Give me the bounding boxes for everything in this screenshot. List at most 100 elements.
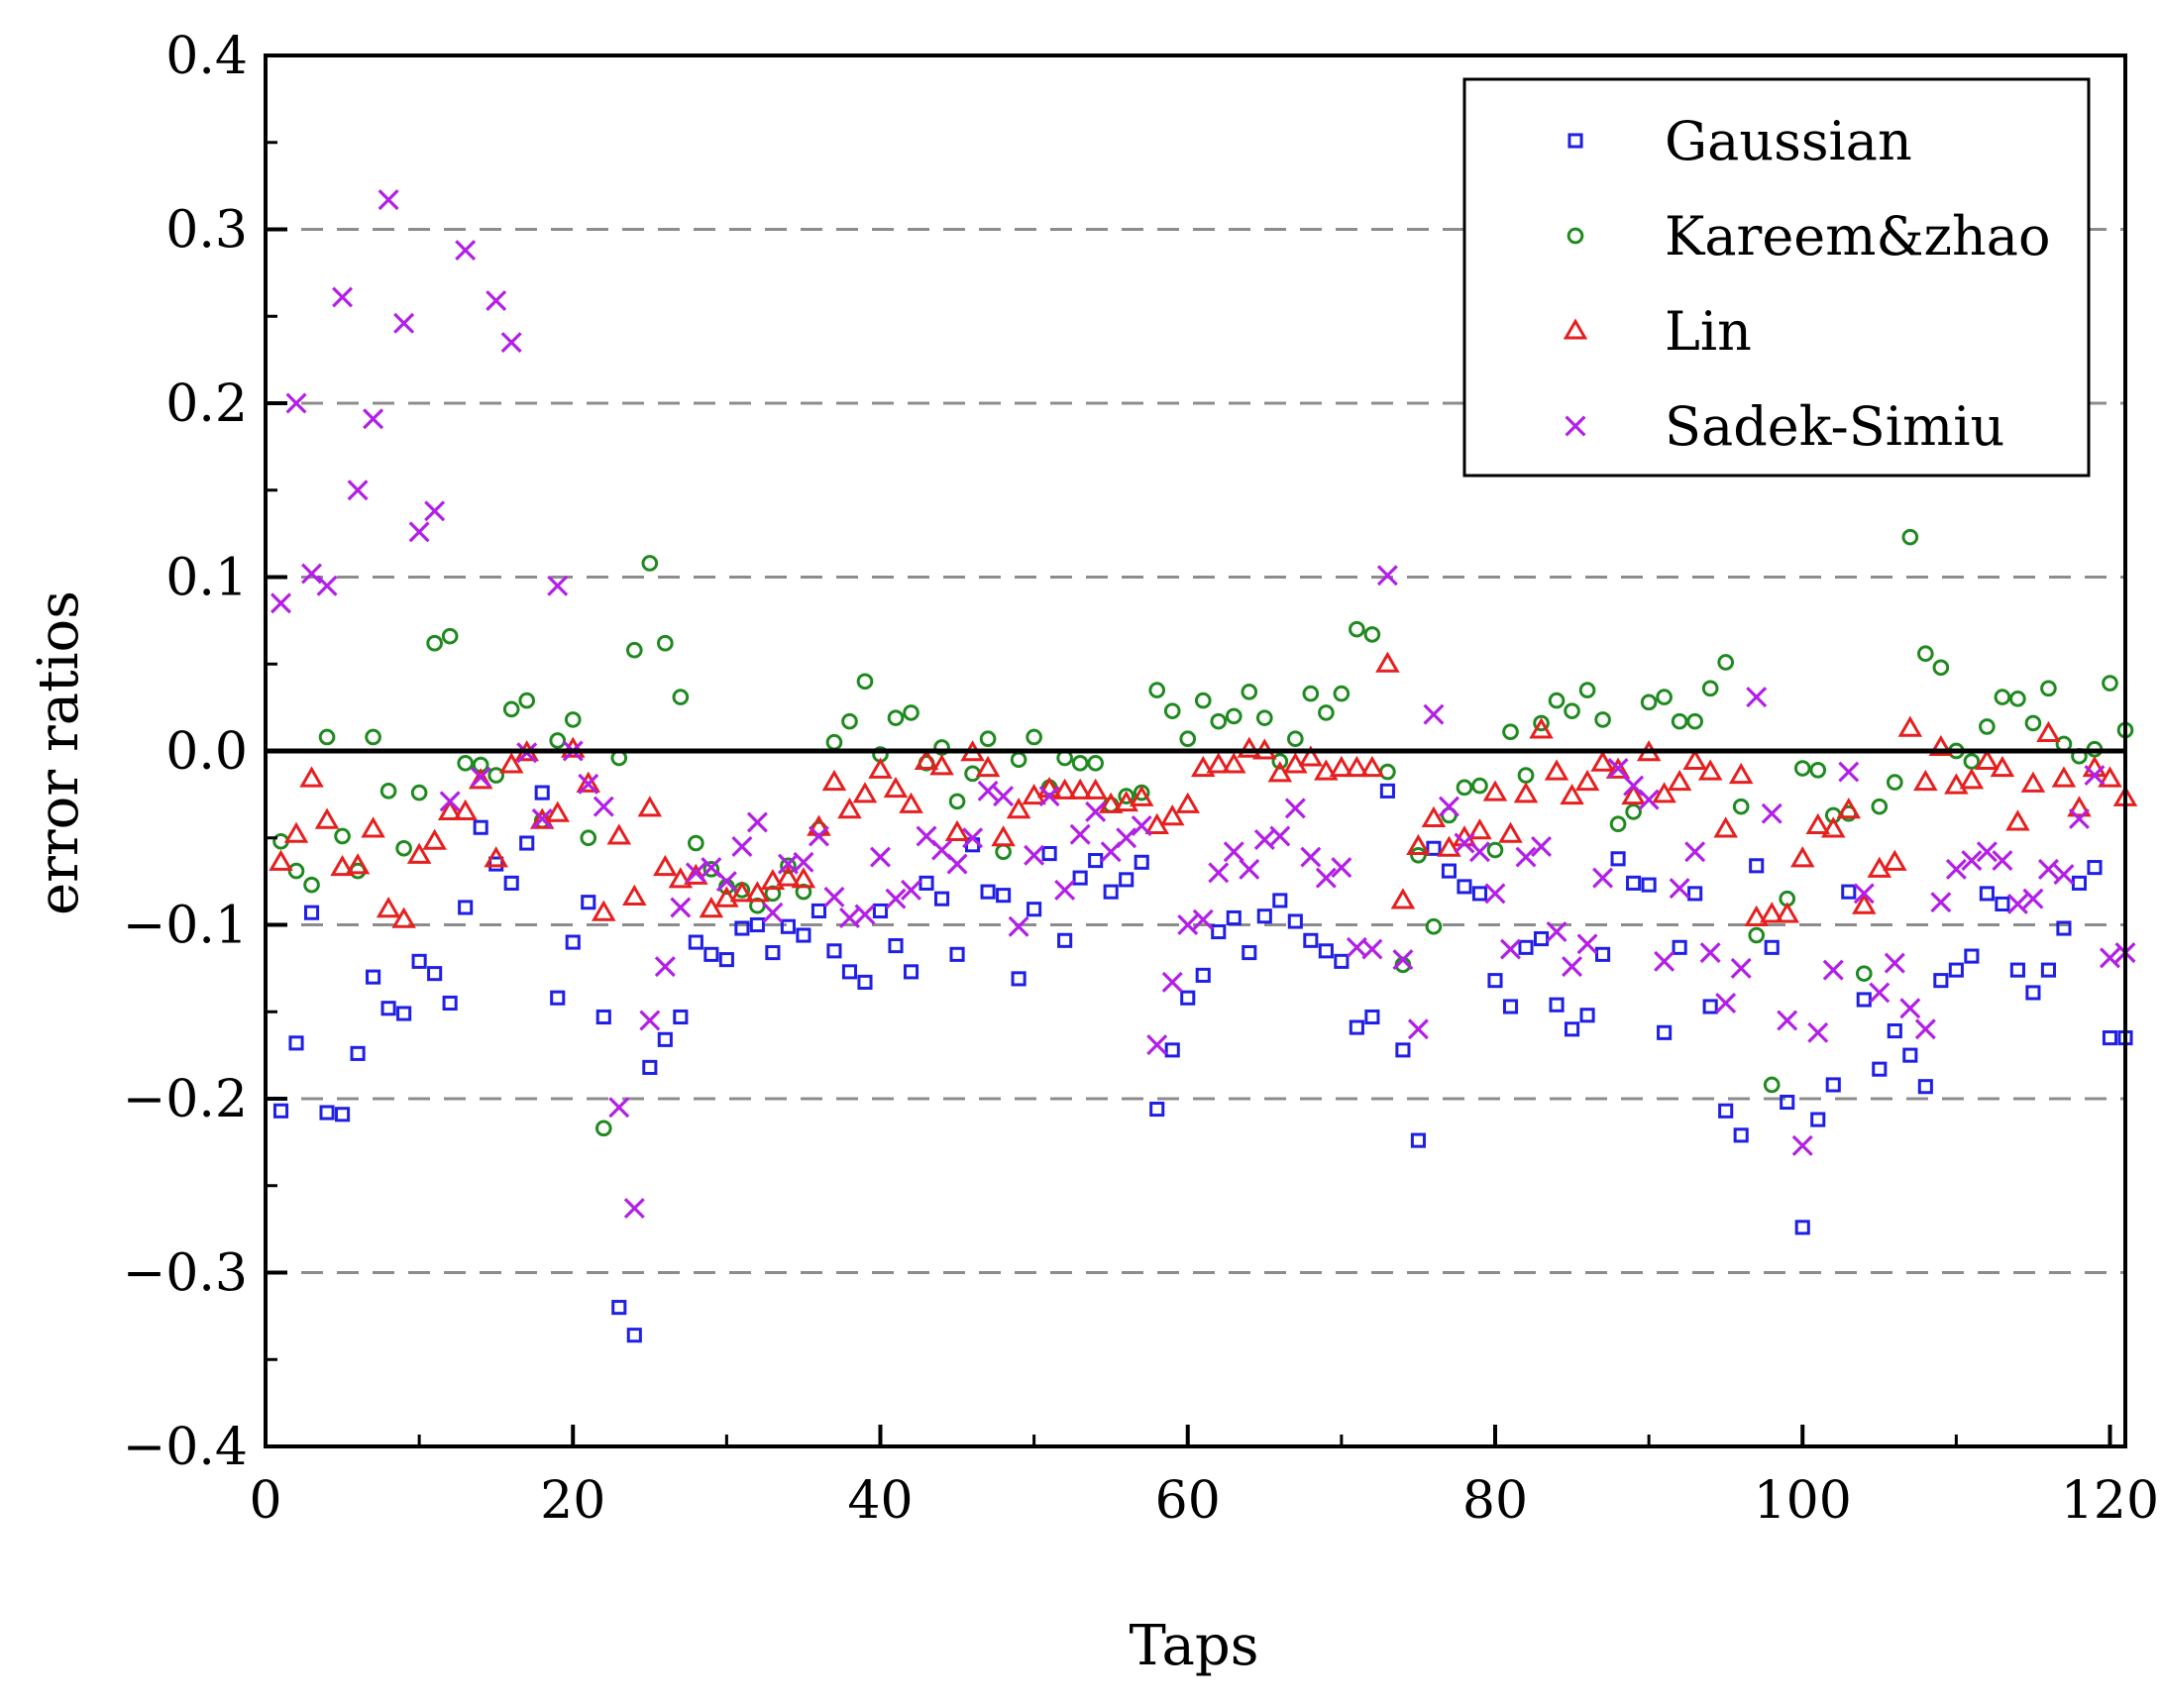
- data-point: [1083, 778, 1108, 800]
- data-point: [684, 863, 708, 885]
- data-point: [1148, 682, 1166, 698]
- data-point: [1990, 755, 2015, 778]
- data-point: [1948, 962, 1964, 978]
- data-point: [1149, 1101, 1165, 1118]
- data-point: [408, 521, 430, 543]
- data-point: [1329, 755, 1354, 778]
- data-point: [350, 1045, 366, 1061]
- data-point: [657, 634, 674, 652]
- data-point: [1794, 1220, 1810, 1235]
- data-point: [1654, 950, 1675, 972]
- data-point: [729, 881, 755, 903]
- data-point: [1467, 818, 1492, 840]
- data-point: [639, 1010, 661, 1031]
- data-point: [670, 897, 692, 918]
- data-point: [593, 796, 614, 817]
- data-point: [1515, 846, 1537, 868]
- data-point: [1791, 1134, 1813, 1156]
- data-point: [914, 748, 939, 771]
- data-point: [487, 767, 505, 784]
- data-point: [1482, 780, 1508, 801]
- data-point: [1041, 845, 1057, 862]
- data-point: [1995, 896, 2010, 911]
- data-point: [1208, 862, 1230, 884]
- data-point: [1024, 844, 1045, 866]
- data-point: [550, 990, 566, 1006]
- data-point: [1853, 883, 1875, 905]
- data-markers: [269, 189, 2138, 1343]
- data-point: [1764, 939, 1780, 955]
- data-point: [1759, 902, 1784, 923]
- data-point: [1761, 802, 1783, 824]
- data-point: [868, 757, 893, 779]
- data-point: [1855, 965, 1873, 982]
- data-point: [715, 871, 737, 893]
- data-point: [1728, 762, 1754, 785]
- data-point: [1331, 857, 1352, 879]
- data-point: [1159, 804, 1185, 826]
- data-point: [393, 312, 415, 334]
- data-point: [1748, 926, 1766, 944]
- data-point: [332, 286, 354, 308]
- data-point: [316, 575, 338, 596]
- data-point: [1103, 884, 1119, 900]
- data-point: [857, 974, 873, 990]
- data-point: [1026, 902, 1042, 917]
- data-point: [1457, 879, 1472, 895]
- data-point: [1318, 704, 1335, 721]
- data-point: [991, 825, 1016, 847]
- data-point: [1805, 812, 1831, 834]
- data-point: [841, 712, 858, 730]
- data-point: [1884, 952, 1905, 974]
- data-point: [810, 903, 826, 919]
- data-point: [993, 786, 1015, 807]
- data-point: [1318, 943, 1334, 959]
- data-point: [962, 827, 984, 849]
- data-point: [1930, 892, 1952, 913]
- data-point: [1118, 788, 1135, 804]
- data-point: [1406, 833, 1431, 856]
- x-tick-labels: 0 20 40 60 80 100 120: [249, 1471, 2159, 1531]
- data-point: [1684, 841, 1706, 863]
- data-point: [1298, 745, 1324, 767]
- data-point: [703, 946, 719, 962]
- data-point: [486, 289, 507, 311]
- data-point: [1363, 626, 1381, 643]
- data-point: [330, 854, 355, 877]
- data-point: [1502, 723, 1519, 741]
- data-point: [1626, 875, 1642, 891]
- data-point: [944, 819, 970, 842]
- data-point: [380, 1001, 396, 1016]
- data-point: [1913, 769, 1938, 792]
- data-point: [1979, 886, 1995, 902]
- data-point: [319, 1105, 335, 1121]
- data-point: [2071, 875, 2088, 891]
- legend-marker: [1563, 318, 1588, 340]
- data-point: [653, 854, 678, 877]
- data-point: [657, 1031, 673, 1047]
- data-point: [437, 799, 463, 820]
- data-point: [1902, 1047, 1918, 1063]
- data-point: [1914, 1018, 1936, 1040]
- data-point: [1177, 914, 1199, 935]
- data-point: [303, 876, 320, 894]
- data-point: [964, 765, 981, 783]
- y-tick-label: −0.3: [123, 1244, 248, 1304]
- series-sadek-simiu: [270, 189, 2136, 1220]
- data-point: [1897, 715, 1923, 737]
- data-point: [1349, 620, 1365, 638]
- data-point: [714, 886, 739, 907]
- data-point: [1746, 687, 1768, 708]
- data-point: [519, 835, 535, 851]
- data-point: [762, 902, 784, 923]
- data-point: [500, 332, 522, 354]
- data-point: [1763, 1076, 1781, 1094]
- data-point: [1976, 841, 1998, 863]
- data-point: [1565, 1021, 1580, 1037]
- data-point: [1933, 973, 1949, 989]
- data-point: [765, 945, 781, 961]
- data-point: [1314, 759, 1339, 781]
- data-point: [1364, 1009, 1380, 1025]
- data-point: [1088, 853, 1104, 869]
- data-point: [288, 1035, 304, 1051]
